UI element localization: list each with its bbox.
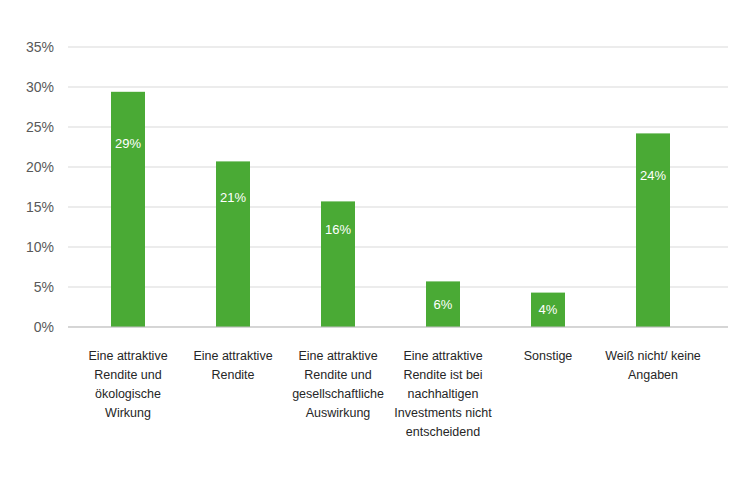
data-label: 29% [115, 136, 141, 151]
y-tick-label: 0% [34, 319, 54, 335]
y-axis: 0% 5% 10% 15% 20% 25% 30% 35% [26, 39, 728, 335]
y-tick-label: 30% [26, 79, 54, 95]
chart-svg: 0% 5% 10% 15% 20% 25% 30% 35% 29% 21% 16% 6% 4% 24% Ei… [0, 0, 750, 500]
data-label: 24% [640, 168, 666, 183]
y-tick-label: 25% [26, 119, 54, 135]
bar [531, 293, 565, 327]
data-label: 21% [220, 190, 246, 205]
grid-line [68, 47, 728, 48]
grid-line [68, 207, 728, 208]
y-tick-label: 20% [26, 159, 54, 175]
grid-line [68, 87, 728, 88]
x-tick-label: Weiß nicht/ keineAngaben [605, 349, 701, 382]
grid-line [68, 127, 728, 128]
x-axis: Eine attraktiveRendite undökologischeWir… [88, 349, 700, 439]
bar [216, 161, 250, 327]
grid-line [68, 167, 728, 168]
grid-line [68, 287, 728, 288]
bars [111, 92, 670, 327]
bar [111, 92, 145, 327]
grid-line [68, 247, 728, 248]
data-label: 4% [539, 302, 558, 317]
grid-line [68, 327, 728, 328]
y-tick-label: 15% [26, 199, 54, 215]
data-labels: 29% 21% 16% 6% 4% 24% [115, 136, 666, 317]
bar [426, 281, 460, 327]
x-tick-label: Sonstige [524, 349, 573, 363]
x-tick-label: Eine attraktiveRendite undökologischeWir… [88, 349, 167, 420]
x-tick-label: Eine attraktiveRendite [193, 349, 272, 382]
chart-container: 0% 5% 10% 15% 20% 25% 30% 35% 29% 21% 16% 6% 4% 24% Ei… [0, 0, 750, 500]
y-tick-label: 35% [26, 39, 54, 55]
x-axis-line [68, 327, 728, 328]
x-tick-label: Eine attraktiveRendite ist beinachhaltig… [394, 349, 492, 439]
x-tick-label: Eine attraktiveRendite undgesellschaftli… [292, 349, 384, 420]
data-label: 6% [434, 297, 453, 312]
y-tick-label: 10% [26, 239, 54, 255]
bar [636, 133, 670, 327]
y-tick-label: 5% [34, 279, 54, 295]
bar [321, 201, 355, 327]
data-label: 16% [325, 222, 351, 237]
